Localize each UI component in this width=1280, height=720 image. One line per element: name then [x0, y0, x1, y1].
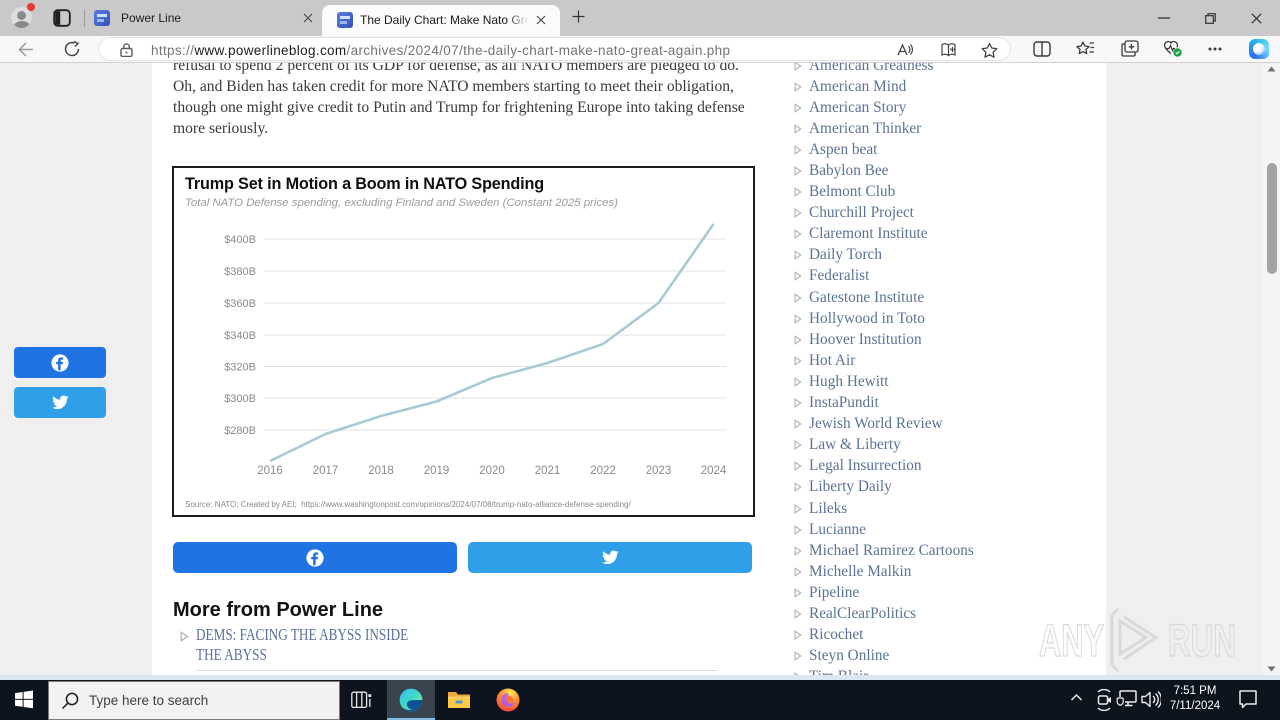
svg-text:2020: 2020: [479, 465, 505, 477]
svg-text:2022: 2022: [590, 465, 616, 477]
svg-text:2016: 2016: [257, 465, 283, 477]
svg-text:RUN: RUN: [1168, 615, 1236, 666]
svg-text:$320B: $320B: [224, 362, 256, 374]
svg-text:$340B: $340B: [224, 330, 256, 342]
svg-text:$300B: $300B: [224, 393, 256, 405]
svg-text:2018: 2018: [368, 465, 394, 477]
svg-text:$360B: $360B: [224, 298, 256, 310]
svg-text:2021: 2021: [535, 465, 561, 477]
svg-text:$280B: $280B: [224, 425, 256, 437]
svg-text:$400B: $400B: [224, 234, 256, 246]
svg-text:ANY: ANY: [1039, 615, 1104, 666]
svg-text:$380B: $380B: [224, 266, 256, 278]
svg-text:2023: 2023: [646, 465, 672, 477]
svg-text:2017: 2017: [313, 465, 339, 477]
svg-text:2019: 2019: [424, 465, 450, 477]
svg-text:2024: 2024: [701, 465, 727, 477]
